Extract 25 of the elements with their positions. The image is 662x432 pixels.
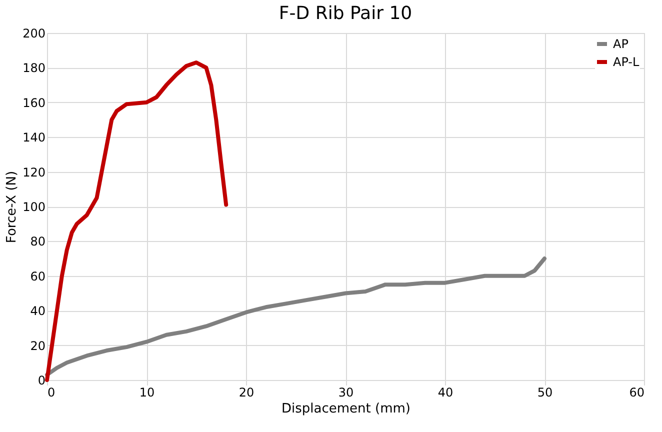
y-tick-label: 200 [22, 26, 46, 40]
y-tick-label: 20 [30, 338, 46, 353]
x-tick-label: 40 [438, 386, 454, 400]
x-axis-title: Displacement (mm) [282, 402, 410, 416]
y-tick-label: 140 [22, 130, 46, 145]
line-series [45, 256, 546, 377]
x-tick-label: 10 [139, 386, 155, 400]
y-axis-title: Force-X (N) [4, 170, 20, 244]
x-tick-label: 20 [238, 386, 254, 400]
x-tick-label: 30 [338, 386, 354, 400]
y-tick-label: 0 [38, 374, 46, 388]
x-tick-label: 50 [537, 386, 553, 400]
legend-label: AP-L [613, 55, 640, 69]
x-tick-label: 0 [48, 386, 56, 400]
chart-title: F-D Rib Pair 10 [278, 3, 412, 24]
y-tick-label: 100 [22, 200, 46, 214]
y-tick-label: 40 [30, 304, 46, 318]
y-tick-label: 120 [22, 165, 46, 180]
y-tick-label: 160 [22, 96, 46, 110]
line-series [45, 60, 228, 382]
y-tick-label: 80 [30, 234, 46, 249]
y-tick-label: 60 [30, 269, 46, 284]
x-tick-label: 60 [629, 386, 644, 400]
y-tick-label: 180 [22, 61, 46, 76]
legend-label: AP [613, 37, 628, 51]
